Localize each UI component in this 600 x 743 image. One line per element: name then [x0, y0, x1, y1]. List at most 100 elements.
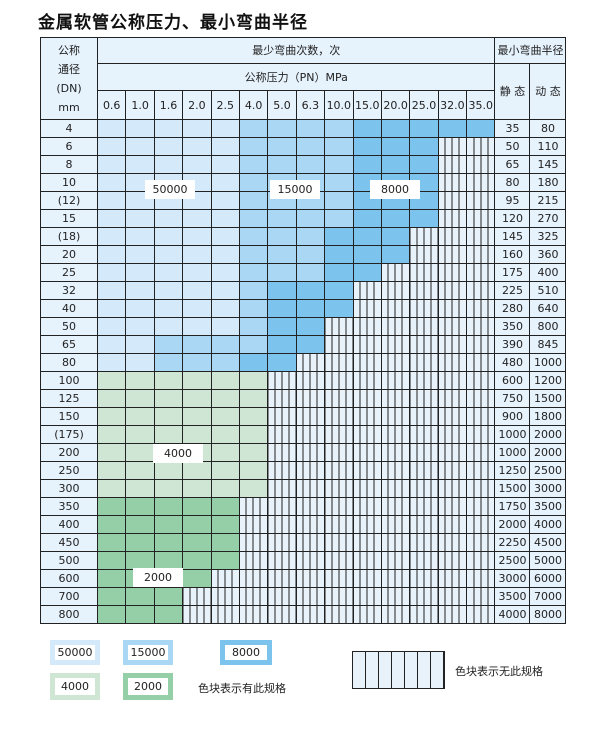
legend-swatch-8000: 8000: [220, 640, 272, 665]
static-radius-cell: 1750: [494, 497, 531, 516]
spec-cell: [210, 317, 240, 336]
spec-cell: [267, 263, 297, 282]
no-spec-cell: [437, 245, 468, 264]
spec-cell: [238, 209, 269, 228]
spec-cell: [380, 119, 411, 138]
dynamic-radius-cell: 180: [529, 173, 567, 192]
spec-cell: [324, 119, 354, 138]
spec-cell: [125, 137, 155, 156]
dn-cell: (12): [40, 191, 98, 210]
no-spec-cell: [210, 569, 240, 588]
spec-cell: [324, 137, 354, 156]
spec-cell: [352, 245, 382, 264]
no-spec-cell: [380, 461, 411, 480]
static-radius-cell: 1250: [494, 461, 531, 480]
dynamic-radius-cell: 3000: [529, 479, 567, 498]
spec-cell: [238, 425, 269, 444]
no-spec-cell: [324, 443, 354, 462]
no-spec-cell: [466, 137, 496, 156]
no-spec-cell: [182, 587, 212, 606]
table-row: 700 3500 7000: [40, 587, 567, 606]
spec-cell: [153, 389, 184, 408]
no-spec-cell: [267, 533, 297, 552]
dynamic-radius-cell: 360: [529, 245, 567, 264]
pressure-bend-table: 公称 通径 (DN) mm 最少弯曲次数，次 最小弯曲半径 公称压力（PN）MP…: [40, 37, 567, 624]
spec-cell: [295, 317, 326, 336]
page-title: 金属软管公称压力、最小弯曲半径: [38, 13, 308, 33]
no-spec-cell: [295, 497, 326, 516]
static-radius-cell: 95: [494, 191, 531, 210]
spec-cell: [96, 137, 127, 156]
spec-cell: [182, 335, 212, 354]
no-spec-cell: [466, 515, 496, 534]
spec-cell: [125, 551, 155, 570]
spec-cell: [210, 425, 240, 444]
no-spec-cell: [352, 425, 382, 444]
no-spec-cell: [380, 479, 411, 498]
dn-cell: 100: [40, 371, 98, 390]
no-spec-cell: [409, 497, 439, 516]
dynamic-radius-cell: 2000: [529, 443, 567, 462]
spec-cell: [96, 263, 127, 282]
no-spec-cell: [409, 299, 439, 318]
pressure-col-header: 4.0: [238, 90, 269, 120]
spec-cell: [295, 155, 326, 174]
spec-cell: [380, 137, 411, 156]
no-spec-cell: [409, 263, 439, 282]
spec-cell: [380, 227, 411, 246]
dn-cell: (18): [40, 227, 98, 246]
table-row: 300 1500 3000: [40, 479, 567, 498]
no-spec-cell: [409, 317, 439, 336]
no-spec-cell: [267, 407, 297, 426]
no-spec-cell: [380, 497, 411, 516]
spec-cell: [210, 407, 240, 426]
no-spec-cell: [437, 533, 468, 552]
dynamic-radius-cell: 110: [529, 137, 567, 156]
spec-cell: [182, 479, 212, 498]
no-spec-cell: [409, 389, 439, 408]
no-spec-cell: [466, 353, 496, 372]
spec-cell: [153, 299, 184, 318]
spec-cell: [153, 317, 184, 336]
spec-cell: [380, 155, 411, 174]
spec-cell: [153, 371, 184, 390]
no-spec-cell: [324, 371, 354, 390]
spec-cell: [96, 173, 127, 192]
no-spec-cell: [324, 353, 354, 372]
no-spec-cell: [267, 425, 297, 444]
no-spec-cell: [409, 479, 439, 498]
spec-cell: [182, 515, 212, 534]
dynamic-header: 动 态: [529, 63, 567, 120]
spec-cell: [437, 119, 468, 138]
spec-cell: [238, 443, 269, 462]
spec-cell: [295, 299, 326, 318]
spec-cell: [125, 245, 155, 264]
spec-cell: [153, 119, 184, 138]
no-spec-cell: [324, 551, 354, 570]
no-spec-cell: [295, 569, 326, 588]
spec-cell: [210, 137, 240, 156]
spec-cell: [324, 191, 354, 210]
no-spec-cell: [380, 515, 411, 534]
spec-cell: [125, 209, 155, 228]
no-spec-cell: [324, 497, 354, 516]
spec-cell: [153, 515, 184, 534]
spec-cell: [238, 461, 269, 480]
spec-cell: [153, 353, 184, 372]
spec-cell: [125, 227, 155, 246]
no-spec-cell: [267, 389, 297, 408]
spec-cell: [96, 317, 127, 336]
spec-cell: [125, 353, 155, 372]
no-spec-cell: [324, 389, 354, 408]
no-spec-cell: [466, 605, 496, 624]
dn-cell: 20: [40, 245, 98, 264]
spec-cell: [153, 281, 184, 300]
no-spec-cell: [324, 425, 354, 444]
spec-cell: [153, 137, 184, 156]
static-radius-cell: 65: [494, 155, 531, 174]
spec-cell: [153, 335, 184, 354]
spec-cell: [380, 245, 411, 264]
spec-cell: [295, 119, 326, 138]
no-spec-cell: [295, 479, 326, 498]
spec-cell: [125, 299, 155, 318]
